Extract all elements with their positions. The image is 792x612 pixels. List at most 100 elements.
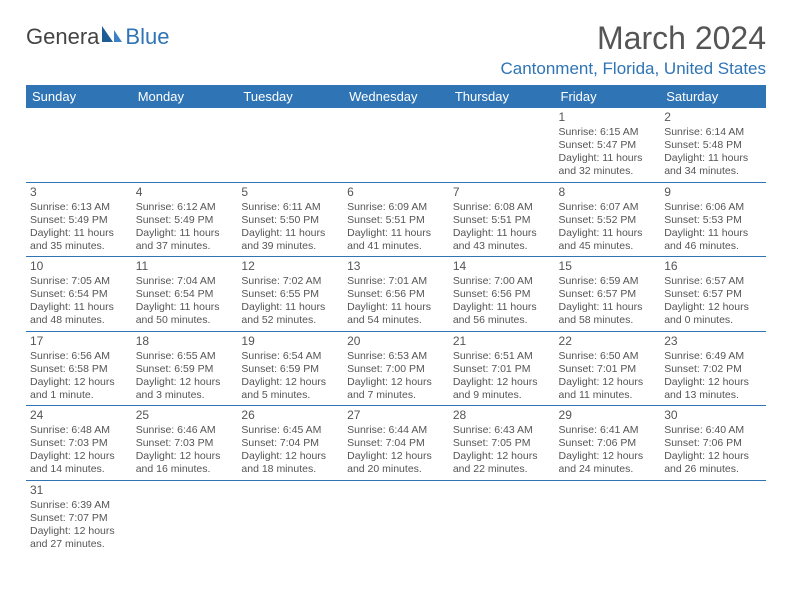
cell-text: and 27 minutes. bbox=[30, 538, 128, 551]
cell-text: Daylight: 11 hours bbox=[453, 301, 551, 314]
cell-text: Sunrise: 7:02 AM bbox=[241, 275, 339, 288]
cell-text: and 52 minutes. bbox=[241, 314, 339, 327]
cell-text: Daylight: 12 hours bbox=[453, 450, 551, 463]
calendar-cell: 15Sunrise: 6:59 AMSunset: 6:57 PMDayligh… bbox=[555, 257, 661, 332]
calendar-cell: 13Sunrise: 7:01 AMSunset: 6:56 PMDayligh… bbox=[343, 257, 449, 332]
cell-text: Daylight: 11 hours bbox=[453, 227, 551, 240]
cell-text: Sunrise: 7:05 AM bbox=[30, 275, 128, 288]
cell-text: Daylight: 11 hours bbox=[664, 152, 762, 165]
cell-text: Sunset: 6:55 PM bbox=[241, 288, 339, 301]
cell-text: Sunrise: 6:55 AM bbox=[136, 350, 234, 363]
cell-text: Daylight: 11 hours bbox=[559, 301, 657, 314]
cell-text: Sunset: 6:59 PM bbox=[241, 363, 339, 376]
cell-text: Sunset: 5:52 PM bbox=[559, 214, 657, 227]
cell-text: and 22 minutes. bbox=[453, 463, 551, 476]
cell-text: Sunset: 6:58 PM bbox=[30, 363, 128, 376]
day-number: 25 bbox=[136, 408, 234, 423]
day-number: 5 bbox=[241, 185, 339, 200]
calendar-cell bbox=[132, 480, 238, 554]
cell-text: Sunrise: 6:45 AM bbox=[241, 424, 339, 437]
calendar-cell: 23Sunrise: 6:49 AMSunset: 7:02 PMDayligh… bbox=[660, 331, 766, 406]
cell-text: Daylight: 11 hours bbox=[136, 227, 234, 240]
cell-text: Daylight: 12 hours bbox=[453, 376, 551, 389]
col-thursday: Thursday bbox=[449, 85, 555, 108]
cell-text: Sunrise: 6:50 AM bbox=[559, 350, 657, 363]
cell-text: and 58 minutes. bbox=[559, 314, 657, 327]
calendar-cell bbox=[449, 108, 555, 182]
cell-text: Sunrise: 6:56 AM bbox=[30, 350, 128, 363]
cell-text: Daylight: 11 hours bbox=[347, 301, 445, 314]
cell-text: and 39 minutes. bbox=[241, 240, 339, 253]
calendar-cell: 7Sunrise: 6:08 AMSunset: 5:51 PMDaylight… bbox=[449, 182, 555, 257]
cell-text: and 35 minutes. bbox=[30, 240, 128, 253]
cell-text: Sunrise: 6:14 AM bbox=[664, 126, 762, 139]
cell-text: Sunrise: 6:39 AM bbox=[30, 499, 128, 512]
calendar-cell: 25Sunrise: 6:46 AMSunset: 7:03 PMDayligh… bbox=[132, 406, 238, 481]
day-number: 14 bbox=[453, 259, 551, 274]
day-number: 3 bbox=[30, 185, 128, 200]
cell-text: Sunrise: 6:43 AM bbox=[453, 424, 551, 437]
cell-text: and 20 minutes. bbox=[347, 463, 445, 476]
cell-text: Sunrise: 6:59 AM bbox=[559, 275, 657, 288]
calendar-cell: 31Sunrise: 6:39 AMSunset: 7:07 PMDayligh… bbox=[26, 480, 132, 554]
cell-text: Daylight: 12 hours bbox=[347, 376, 445, 389]
day-number: 9 bbox=[664, 185, 762, 200]
day-number: 11 bbox=[136, 259, 234, 274]
day-number: 15 bbox=[559, 259, 657, 274]
cell-text: Sunset: 7:04 PM bbox=[347, 437, 445, 450]
day-number: 30 bbox=[664, 408, 762, 423]
cell-text: Daylight: 12 hours bbox=[30, 376, 128, 389]
day-number: 13 bbox=[347, 259, 445, 274]
cell-text: Sunset: 7:06 PM bbox=[664, 437, 762, 450]
cell-text: Sunset: 5:48 PM bbox=[664, 139, 762, 152]
cell-text: Sunrise: 7:01 AM bbox=[347, 275, 445, 288]
cell-text: Sunrise: 6:07 AM bbox=[559, 201, 657, 214]
cell-text: Daylight: 12 hours bbox=[664, 376, 762, 389]
calendar-cell: 21Sunrise: 6:51 AMSunset: 7:01 PMDayligh… bbox=[449, 331, 555, 406]
calendar-cell: 22Sunrise: 6:50 AMSunset: 7:01 PMDayligh… bbox=[555, 331, 661, 406]
cell-text: Sunset: 5:47 PM bbox=[559, 139, 657, 152]
cell-text: Sunset: 7:01 PM bbox=[559, 363, 657, 376]
cell-text: and 3 minutes. bbox=[136, 389, 234, 402]
cell-text: Sunrise: 6:13 AM bbox=[30, 201, 128, 214]
day-number: 22 bbox=[559, 334, 657, 349]
calendar-table: Sunday Monday Tuesday Wednesday Thursday… bbox=[26, 85, 766, 554]
cell-text: Daylight: 11 hours bbox=[664, 227, 762, 240]
day-number: 20 bbox=[347, 334, 445, 349]
calendar-cell: 27Sunrise: 6:44 AMSunset: 7:04 PMDayligh… bbox=[343, 406, 449, 481]
cell-text: Sunrise: 6:15 AM bbox=[559, 126, 657, 139]
cell-text: Daylight: 12 hours bbox=[241, 450, 339, 463]
cell-text: Sunset: 7:07 PM bbox=[30, 512, 128, 525]
day-number: 2 bbox=[664, 110, 762, 125]
calendar-cell bbox=[132, 108, 238, 182]
calendar-cell: 20Sunrise: 6:53 AMSunset: 7:00 PMDayligh… bbox=[343, 331, 449, 406]
day-number: 31 bbox=[30, 483, 128, 498]
cell-text: and 7 minutes. bbox=[347, 389, 445, 402]
day-number: 18 bbox=[136, 334, 234, 349]
calendar-cell: 11Sunrise: 7:04 AMSunset: 6:54 PMDayligh… bbox=[132, 257, 238, 332]
cell-text: Sunset: 5:51 PM bbox=[453, 214, 551, 227]
calendar-row: 1Sunrise: 6:15 AMSunset: 5:47 PMDaylight… bbox=[26, 108, 766, 182]
cell-text: and 54 minutes. bbox=[347, 314, 445, 327]
cell-text: and 26 minutes. bbox=[664, 463, 762, 476]
calendar-cell: 28Sunrise: 6:43 AMSunset: 7:05 PMDayligh… bbox=[449, 406, 555, 481]
calendar-row: 10Sunrise: 7:05 AMSunset: 6:54 PMDayligh… bbox=[26, 257, 766, 332]
cell-text: Daylight: 11 hours bbox=[241, 227, 339, 240]
cell-text: and 34 minutes. bbox=[664, 165, 762, 178]
title-block: March 2024 Cantonment, Florida, United S… bbox=[500, 20, 766, 79]
cell-text: Sunset: 6:56 PM bbox=[453, 288, 551, 301]
cell-text: and 5 minutes. bbox=[241, 389, 339, 402]
calendar-row: 3Sunrise: 6:13 AMSunset: 5:49 PMDaylight… bbox=[26, 182, 766, 257]
cell-text: and 37 minutes. bbox=[136, 240, 234, 253]
cell-text: and 14 minutes. bbox=[30, 463, 128, 476]
cell-text: Daylight: 12 hours bbox=[347, 450, 445, 463]
calendar-cell bbox=[343, 108, 449, 182]
calendar-cell bbox=[26, 108, 132, 182]
logo-text-1: Genera bbox=[26, 24, 99, 50]
cell-text: Sunrise: 6:40 AM bbox=[664, 424, 762, 437]
calendar-cell: 17Sunrise: 6:56 AMSunset: 6:58 PMDayligh… bbox=[26, 331, 132, 406]
col-monday: Monday bbox=[132, 85, 238, 108]
cell-text: Daylight: 12 hours bbox=[559, 376, 657, 389]
cell-text: Sunset: 5:53 PM bbox=[664, 214, 762, 227]
day-number: 10 bbox=[30, 259, 128, 274]
